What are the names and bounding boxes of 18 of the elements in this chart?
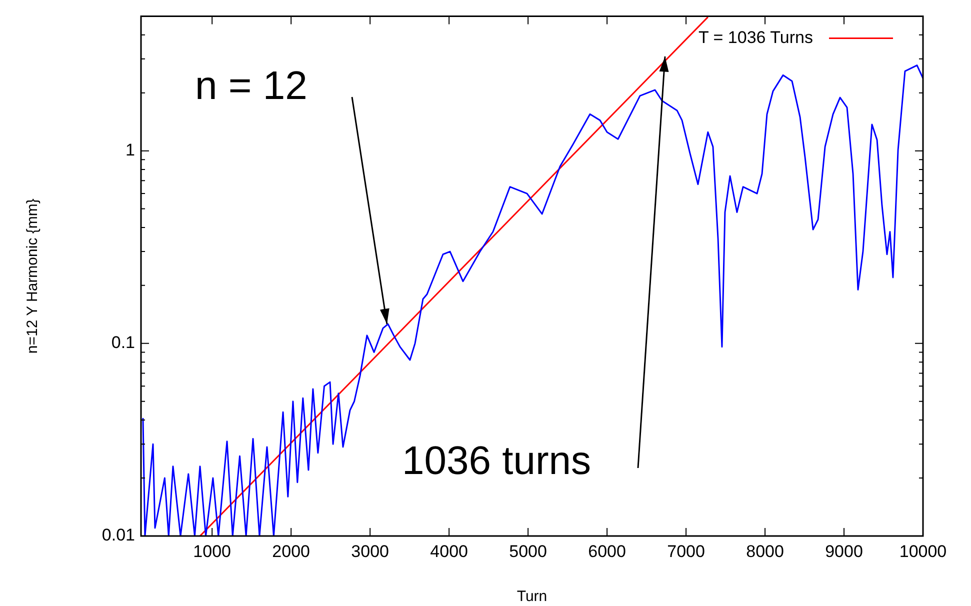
- x-axis-title: Turn: [516, 588, 548, 606]
- x-tick-label: 10000: [899, 542, 947, 561]
- y-tick-label: 0.01: [102, 526, 135, 545]
- x-tick-label: 9000: [825, 542, 863, 561]
- x-tick-label: 4000: [430, 542, 468, 561]
- y-axis-title: n=12 Y Harmonic {mm}: [24, 198, 42, 354]
- x-tick-label: 7000: [667, 542, 705, 561]
- x-tick-label: 2000: [272, 542, 310, 561]
- x-tick-label: 5000: [509, 542, 547, 561]
- annotation: n = 12: [195, 64, 308, 108]
- legend-label: T = 1036 Turns: [698, 28, 813, 47]
- x-tick-label: 8000: [746, 542, 784, 561]
- y-tick-label: 1: [126, 140, 135, 160]
- x-tick-label: 6000: [588, 542, 626, 561]
- y-tick-label: 0.1: [111, 333, 135, 352]
- annotation: 1036 turns: [402, 439, 592, 484]
- x-tick-label: 3000: [351, 542, 389, 561]
- x-tick-label: 1000: [193, 542, 232, 561]
